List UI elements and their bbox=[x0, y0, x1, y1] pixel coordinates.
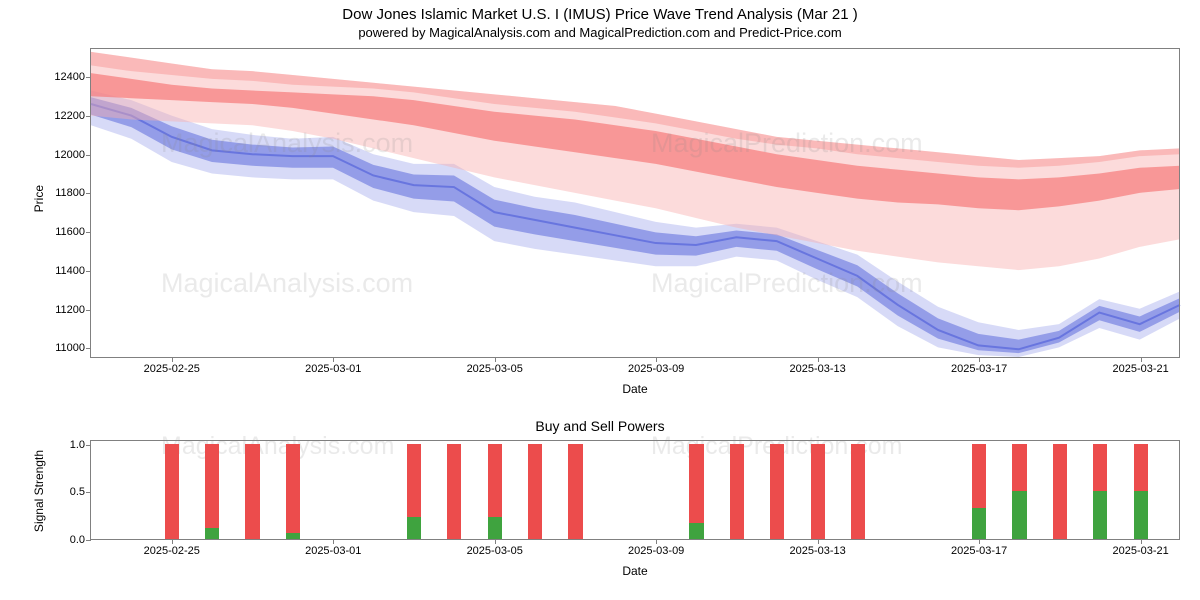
buy-power-bar bbox=[1134, 491, 1148, 539]
signal-y-axis-label: Signal Strength bbox=[32, 450, 46, 532]
sell-power-bar bbox=[286, 444, 300, 539]
sell-power-bar bbox=[851, 444, 865, 539]
price-x-tick-label: 2025-03-21 bbox=[1112, 357, 1168, 375]
sell-power-bar bbox=[528, 444, 542, 539]
price-chart: MagicalAnalysis.com MagicalPrediction.co… bbox=[90, 48, 1180, 358]
signal-x-tick-label: 2025-03-05 bbox=[467, 539, 523, 557]
chart-subtitle: powered by MagicalAnalysis.com and Magic… bbox=[0, 25, 1200, 40]
sell-power-bar bbox=[447, 444, 461, 539]
price-y-tick-label: 11000 bbox=[55, 342, 91, 354]
signal-y-tick-label: 0.0 bbox=[70, 534, 91, 546]
price-y-tick-label: 12400 bbox=[54, 71, 91, 83]
price-x-tick-label: 2025-03-17 bbox=[951, 357, 1007, 375]
watermark-lower-left: MagicalAnalysis.com bbox=[161, 432, 394, 461]
chart-main-title: Dow Jones Islamic Market U.S. I (IMUS) P… bbox=[0, 6, 1200, 23]
sell-power-bar bbox=[811, 444, 825, 539]
sell-power-bar bbox=[568, 444, 582, 539]
sell-power-bar bbox=[770, 444, 784, 539]
signal-x-tick-label: 2025-03-01 bbox=[305, 539, 361, 557]
price-y-axis-label: Price bbox=[32, 185, 46, 212]
signal-x-tick-label: 2025-03-21 bbox=[1112, 539, 1168, 557]
signal-x-axis-label: Date bbox=[90, 564, 1180, 578]
buy-power-bar bbox=[1093, 491, 1107, 539]
buy-power-bar bbox=[972, 508, 986, 539]
price-chart-svg bbox=[91, 48, 1180, 357]
sell-power-bar bbox=[1053, 444, 1067, 539]
price-y-tick-label: 12000 bbox=[54, 149, 91, 161]
signal-x-tick-label: 2025-03-17 bbox=[951, 539, 1007, 557]
price-y-tick-label: 12200 bbox=[54, 110, 91, 122]
price-x-tick-label: 2025-03-09 bbox=[628, 357, 684, 375]
price-y-tick-label: 11200 bbox=[55, 304, 91, 316]
buy-power-bar bbox=[1012, 491, 1026, 539]
title-block: Dow Jones Islamic Market U.S. I (IMUS) P… bbox=[0, 0, 1200, 40]
price-x-axis-label: Date bbox=[90, 382, 1180, 396]
buy-power-bar bbox=[407, 517, 421, 539]
signal-x-tick-label: 2025-03-09 bbox=[628, 539, 684, 557]
signal-x-tick-label: 2025-02-25 bbox=[144, 539, 200, 557]
price-x-tick-label: 2025-03-13 bbox=[790, 357, 846, 375]
price-x-tick-label: 2025-02-25 bbox=[144, 357, 200, 375]
signal-chart-plot-area: MagicalAnalysis.com MagicalPrediction.co… bbox=[90, 440, 1180, 540]
price-y-tick-label: 11600 bbox=[55, 226, 91, 238]
buy-power-bar bbox=[286, 533, 300, 539]
price-x-tick-label: 2025-03-05 bbox=[467, 357, 523, 375]
sell-power-bar bbox=[730, 444, 744, 539]
sell-power-bar bbox=[165, 444, 179, 539]
signal-y-tick-label: 0.5 bbox=[70, 486, 91, 498]
buy-power-bar bbox=[488, 517, 502, 539]
signal-y-tick-label: 1.0 bbox=[70, 439, 91, 451]
signal-chart: MagicalAnalysis.com MagicalPrediction.co… bbox=[90, 440, 1180, 540]
price-x-tick-label: 2025-03-01 bbox=[305, 357, 361, 375]
sell-power-bar bbox=[245, 444, 259, 539]
price-chart-plot-area: MagicalAnalysis.com MagicalPrediction.co… bbox=[90, 48, 1180, 358]
signal-x-tick-label: 2025-03-13 bbox=[790, 539, 846, 557]
price-y-tick-label: 11800 bbox=[55, 187, 91, 199]
buy-power-bar bbox=[205, 528, 219, 539]
price-y-tick-label: 11400 bbox=[55, 265, 91, 277]
buy-power-bar bbox=[689, 523, 703, 539]
sell-power-bar bbox=[205, 444, 219, 539]
signal-chart-title: Buy and Sell Powers bbox=[0, 418, 1200, 434]
